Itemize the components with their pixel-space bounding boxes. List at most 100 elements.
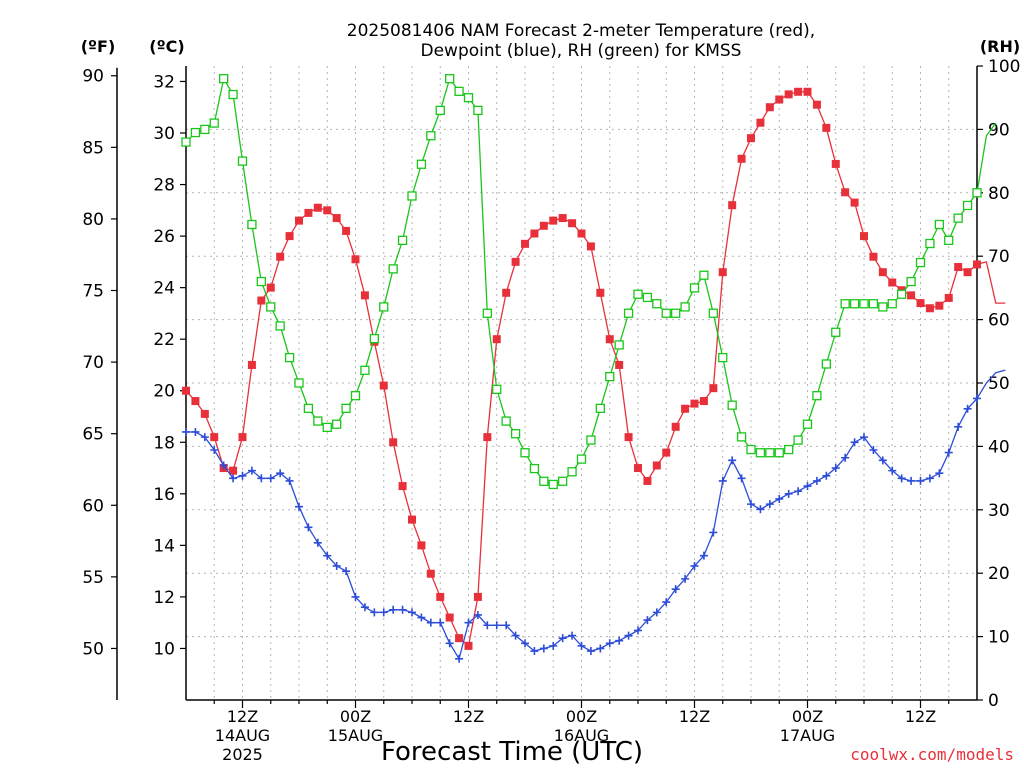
temperature-point — [690, 399, 699, 408]
dewpoint-point — [850, 438, 859, 447]
rh-point — [718, 352, 728, 363]
dewpoint-point — [492, 621, 501, 630]
dewpoint-point — [436, 618, 445, 627]
dewpoint-point — [878, 456, 887, 465]
fahrenheit-axis-title: (ºF) — [81, 37, 116, 56]
dewpoint-point — [916, 476, 925, 485]
dewpoint-point — [351, 592, 360, 601]
fahrenheit-tick-label: 60 — [82, 496, 104, 516]
temperature-point — [191, 397, 200, 406]
dewpoint-point — [737, 474, 746, 483]
dewpoint-point — [285, 476, 294, 485]
dewpoint-point — [775, 494, 784, 503]
dewpoint-point — [219, 461, 228, 470]
rh-point — [567, 467, 577, 477]
temperature-point — [699, 397, 708, 406]
rh-point — [915, 257, 926, 268]
temperature-point — [229, 466, 238, 475]
rh-point — [219, 74, 229, 84]
celsius-tick-label: 16 — [153, 485, 175, 505]
rh-point — [953, 213, 963, 223]
rh-point — [680, 302, 690, 312]
temperature-point — [417, 541, 426, 550]
rh-point — [539, 476, 549, 486]
celsius-tick-label: 12 — [153, 588, 175, 608]
temperature-point — [313, 203, 322, 212]
dewpoint-point — [756, 505, 765, 514]
temperature-point — [238, 433, 247, 442]
x-tick-label-time: 00Z — [792, 707, 823, 726]
temperature-point — [831, 159, 840, 168]
temperature-point — [398, 482, 407, 491]
temperature-point — [907, 291, 916, 300]
dewpoint-point — [907, 476, 916, 485]
rh-point — [407, 191, 417, 201]
axes — [111, 65, 983, 708]
rh-point — [303, 403, 314, 414]
temperature-point — [784, 90, 793, 99]
rh-point — [652, 299, 662, 309]
dewpoint-point — [897, 474, 906, 483]
dewpoint-point — [266, 474, 275, 483]
rh-tick-label: 30 — [988, 501, 1010, 521]
temperature-point — [624, 433, 633, 442]
rh-tick-label: 100 — [988, 57, 1020, 77]
temperature-line — [185, 91, 1006, 648]
dewpoint-point — [681, 574, 690, 583]
dewpoint-point — [954, 422, 963, 431]
dewpoint-point — [747, 500, 755, 509]
rh-tick-label: 20 — [988, 564, 1010, 584]
dewpoint-point — [455, 654, 464, 663]
dewpoint-point — [313, 538, 322, 547]
rh-point — [558, 476, 568, 486]
dewpoint-point — [332, 561, 341, 570]
rh-point — [727, 400, 737, 410]
celsius-tick-label: 20 — [153, 382, 175, 402]
chart-title-line-1: 2025081406 NAM Forecast 2-meter Temperat… — [347, 21, 815, 41]
rh-point — [501, 416, 511, 426]
rh-axis-title: (RH) — [980, 37, 1020, 56]
rh-point — [906, 276, 916, 287]
x-tick-label-year: 2025 — [222, 745, 263, 764]
temperature-point — [483, 433, 492, 442]
dewpoint-point — [577, 641, 586, 650]
temperature-point — [200, 409, 209, 418]
dewpoint-point — [530, 647, 539, 656]
rh-point — [510, 429, 521, 439]
rh-point — [831, 327, 841, 337]
temperature-point — [323, 206, 332, 215]
rh-point — [897, 289, 907, 299]
temperature-point — [803, 87, 812, 96]
temperature-point — [530, 229, 539, 238]
dewpoint-point — [210, 446, 219, 455]
dewpoint-point — [652, 608, 661, 617]
temperature-point — [577, 229, 586, 238]
temperature-point — [737, 154, 746, 163]
x-tick-label-time: 00Z — [340, 707, 371, 726]
x-tick-label-date: 14AUG — [215, 726, 270, 745]
temperature-point — [473, 592, 482, 601]
tick-labels: 50 55 60 65 70 75 80 85 90 10 12 14 16 18 20 22 24 26 28 30… — [82, 57, 1020, 764]
temperature-point — [389, 438, 398, 447]
dewpoint-point — [370, 608, 379, 617]
temperature-point — [652, 461, 661, 470]
x-tick-label-time: 12Z — [679, 707, 710, 726]
temperature-point — [850, 198, 859, 207]
temperature-point — [671, 422, 680, 431]
x-tick-label-date: 15AUG — [328, 726, 383, 745]
rh-tick-label: 90 — [988, 120, 1010, 140]
temperature-point — [916, 299, 925, 308]
temperature-point — [944, 293, 953, 302]
temperature-point — [718, 268, 727, 277]
rh-point — [200, 124, 210, 135]
rh-point — [868, 299, 879, 309]
fahrenheit-tick-label: 65 — [82, 425, 104, 445]
rh-point — [548, 479, 558, 490]
temperature-point — [794, 87, 803, 96]
temperature-point — [709, 384, 718, 393]
dewpoint-point — [699, 551, 708, 560]
dewpoint-point — [935, 469, 944, 478]
temperature-point — [455, 634, 464, 643]
temperature-point — [925, 304, 934, 313]
temperature-point — [360, 291, 369, 300]
